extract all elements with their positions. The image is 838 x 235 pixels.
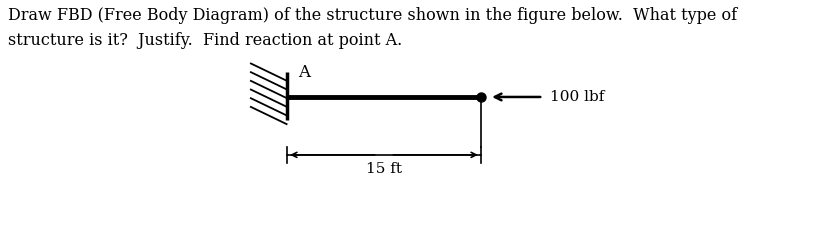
Text: 15 ft: 15 ft bbox=[366, 162, 402, 176]
Text: Draw FBD (Free Body Diagram) of the structure shown in the figure below.  What t: Draw FBD (Free Body Diagram) of the stru… bbox=[8, 7, 737, 49]
Text: 100 lbf: 100 lbf bbox=[550, 90, 604, 104]
Text: A: A bbox=[298, 64, 310, 81]
